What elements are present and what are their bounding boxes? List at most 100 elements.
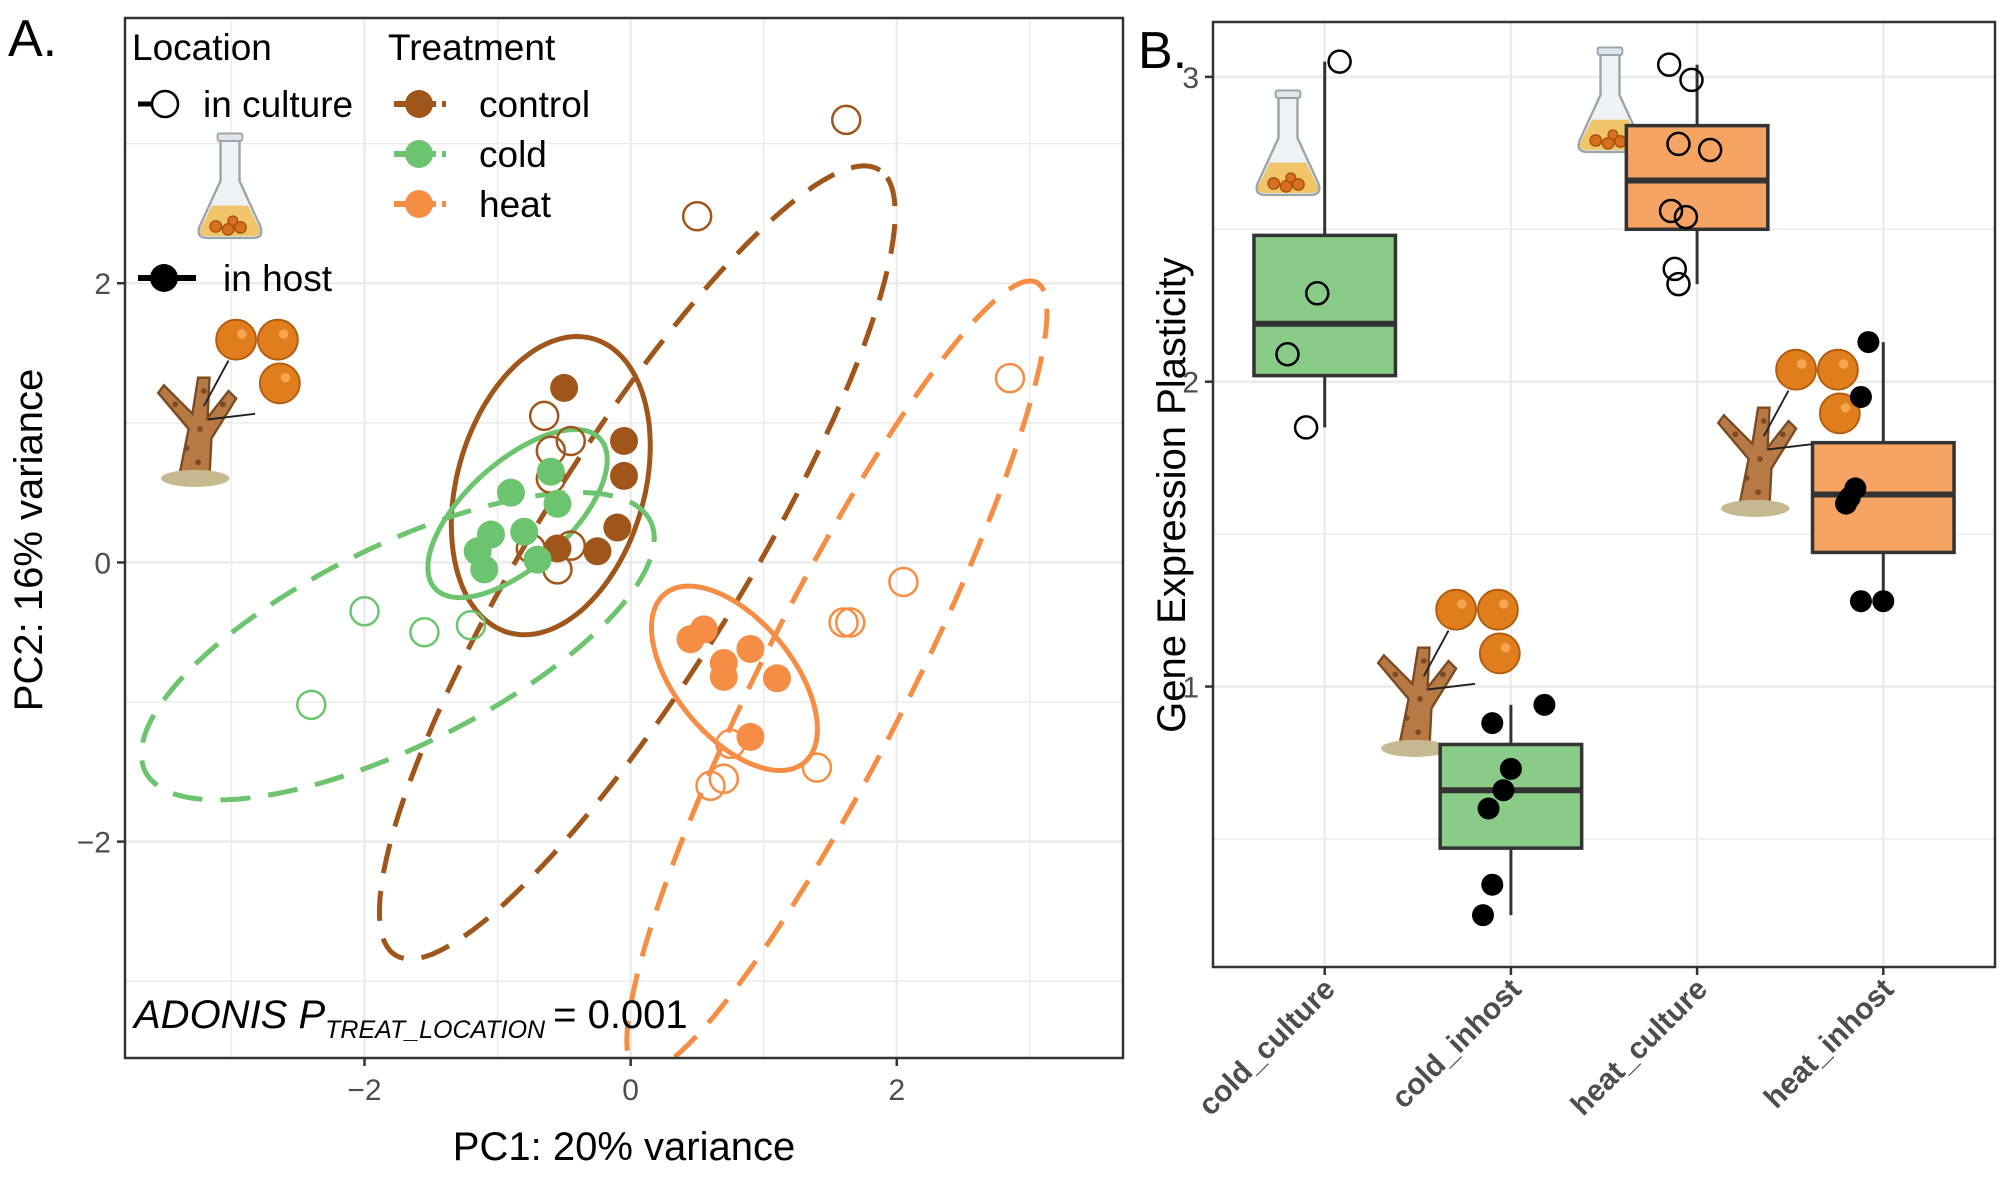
- point-cold_inhost: [1492, 779, 1515, 802]
- point-cold-host: [543, 489, 572, 518]
- ellipse-control-host: [448, 333, 653, 638]
- point-cold_culture: [1293, 415, 1319, 440]
- legend-location-title: Location: [132, 27, 272, 68]
- y-tick-label: 0: [94, 547, 111, 580]
- adonis-prefix: ADONIS P: [132, 993, 325, 1037]
- point-heat_inhost: [1857, 331, 1880, 354]
- panel-a-x-axis-title: PC1: 20% variance: [453, 1125, 795, 1169]
- point-cold_inhost: [1481, 873, 1504, 896]
- point-heat-culture: [994, 362, 1026, 394]
- panel-a-ticks: −2 0 2 −2 0 2: [77, 268, 905, 1107]
- point-heat_culture: [1679, 67, 1704, 93]
- ellipse-heat-host: [649, 583, 820, 774]
- box-heat_culture: [1624, 123, 1770, 232]
- point-cold_culture: [1305, 281, 1330, 306]
- point-cold-host: [523, 545, 552, 574]
- panel-b-boxes: [1252, 61, 1956, 916]
- point-heat-host: [763, 664, 792, 693]
- legend-treatment-title: Treatment: [388, 27, 556, 68]
- legend-label-control: control: [479, 84, 590, 125]
- point-heat_inhost: [1872, 590, 1895, 613]
- point-cold_inhost: [1471, 904, 1494, 927]
- x-tick-label: cold_culture: [1192, 973, 1341, 1122]
- point-cold_inhost: [1533, 693, 1556, 716]
- point-heat-host: [736, 634, 765, 663]
- point-heat-culture: [695, 770, 726, 802]
- legend-key-control: [394, 90, 446, 118]
- point-control-culture: [555, 425, 587, 457]
- point-heat-host: [736, 722, 765, 751]
- panel-a-label: A.: [8, 10, 57, 68]
- adonis-annotation: ADONIS PTREAT_LOCATION = 0.001: [132, 993, 688, 1044]
- adonis-subscript: TREAT_LOCATION: [325, 1016, 546, 1044]
- y-tick-label: 3: [1182, 62, 1199, 95]
- x-tick-label: 0: [622, 1074, 639, 1107]
- panel-a: −2 0 2 −2 0 2 A. PC1: 20% variance PC2: 16% v…: [7, 10, 1125, 1169]
- point-control-host: [610, 461, 638, 490]
- box-heat_inhost: [1810, 440, 1956, 555]
- point-heat_culture: [1697, 137, 1723, 163]
- point-cold-culture: [455, 609, 487, 641]
- x-tick-label: cold_inhost: [1385, 973, 1527, 1115]
- point-cold_culture: [1275, 342, 1300, 367]
- panel-b-label: B.: [1138, 22, 1187, 80]
- legend-label-cold: cold: [479, 134, 547, 175]
- point-heat_inhost: [1849, 385, 1872, 408]
- legend-label-in-culture: in culture: [203, 84, 353, 125]
- panel-b: 1 2 3 cold_culture cold_inhost heat_culture he…: [1138, 20, 1997, 1122]
- point-control-host: [550, 373, 579, 402]
- y-tick-label: −2: [77, 827, 111, 860]
- ellipse-heat-culture: [624, 278, 1050, 1058]
- point-cold-culture: [296, 689, 327, 721]
- point-control-host: [583, 537, 612, 566]
- point-heat_culture: [1673, 204, 1699, 230]
- point-heat-host: [709, 662, 738, 691]
- point-cold-host: [470, 555, 499, 584]
- panel-b-border: [1211, 20, 1997, 969]
- point-heat-culture: [834, 607, 866, 638]
- box-cold_culture: [1252, 233, 1398, 378]
- point-heat_inhost: [1835, 492, 1858, 515]
- panel-a-y-axis-title: PC2: 16% variance: [7, 369, 51, 711]
- panel-a-ellipses: [138, 163, 1050, 1058]
- point-control-culture: [528, 400, 560, 432]
- point-heat_culture: [1658, 198, 1684, 224]
- point-cold_culture: [1327, 49, 1352, 74]
- legend-key-in-culture: [138, 89, 180, 119]
- point-heat-culture: [801, 752, 833, 783]
- ellipse-control-culture: [377, 163, 898, 962]
- legend-label-heat: heat: [479, 184, 552, 225]
- point-cold-culture: [349, 596, 380, 627]
- point-control-host: [610, 426, 638, 455]
- point-heat-culture: [888, 566, 919, 598]
- ellipse-cold-culture: [138, 489, 657, 803]
- x-tick-label: heat_inhost: [1758, 973, 1900, 1115]
- point-control-host: [603, 513, 632, 542]
- x-tick-label: −2: [347, 1074, 381, 1107]
- legend-key-in-host: [138, 264, 196, 292]
- point-cold_inhost: [1477, 797, 1500, 820]
- legend-label-in-host: in host: [223, 258, 333, 299]
- panel-a-points: [296, 104, 1026, 802]
- y-tick-label: 2: [94, 268, 111, 301]
- y-tick-label: 2: [1182, 367, 1199, 400]
- point-cold_inhost: [1499, 757, 1522, 780]
- point-cold_inhost: [1481, 712, 1504, 735]
- point-heat-culture: [828, 607, 859, 638]
- point-heat-host: [676, 625, 705, 654]
- adonis-suffix: = 0.001: [553, 993, 688, 1037]
- legend-key-cold: [394, 140, 446, 168]
- y-tick-label: 1: [1182, 672, 1199, 705]
- point-control-culture: [681, 200, 713, 232]
- x-tick-label: heat_culture: [1565, 973, 1714, 1122]
- point-heat_inhost: [1849, 590, 1872, 613]
- ellipse-cold-host: [425, 426, 610, 601]
- panel-a-legend: Location in culture in host Treatment co…: [132, 27, 590, 489]
- point-cold-culture: [409, 616, 440, 648]
- point-heat_culture: [1666, 131, 1691, 157]
- panel-b-y-axis-title: Gene Expression Plasticity: [1150, 257, 1194, 733]
- point-heat_culture: [1656, 52, 1682, 77]
- legend-key-heat: [394, 190, 446, 218]
